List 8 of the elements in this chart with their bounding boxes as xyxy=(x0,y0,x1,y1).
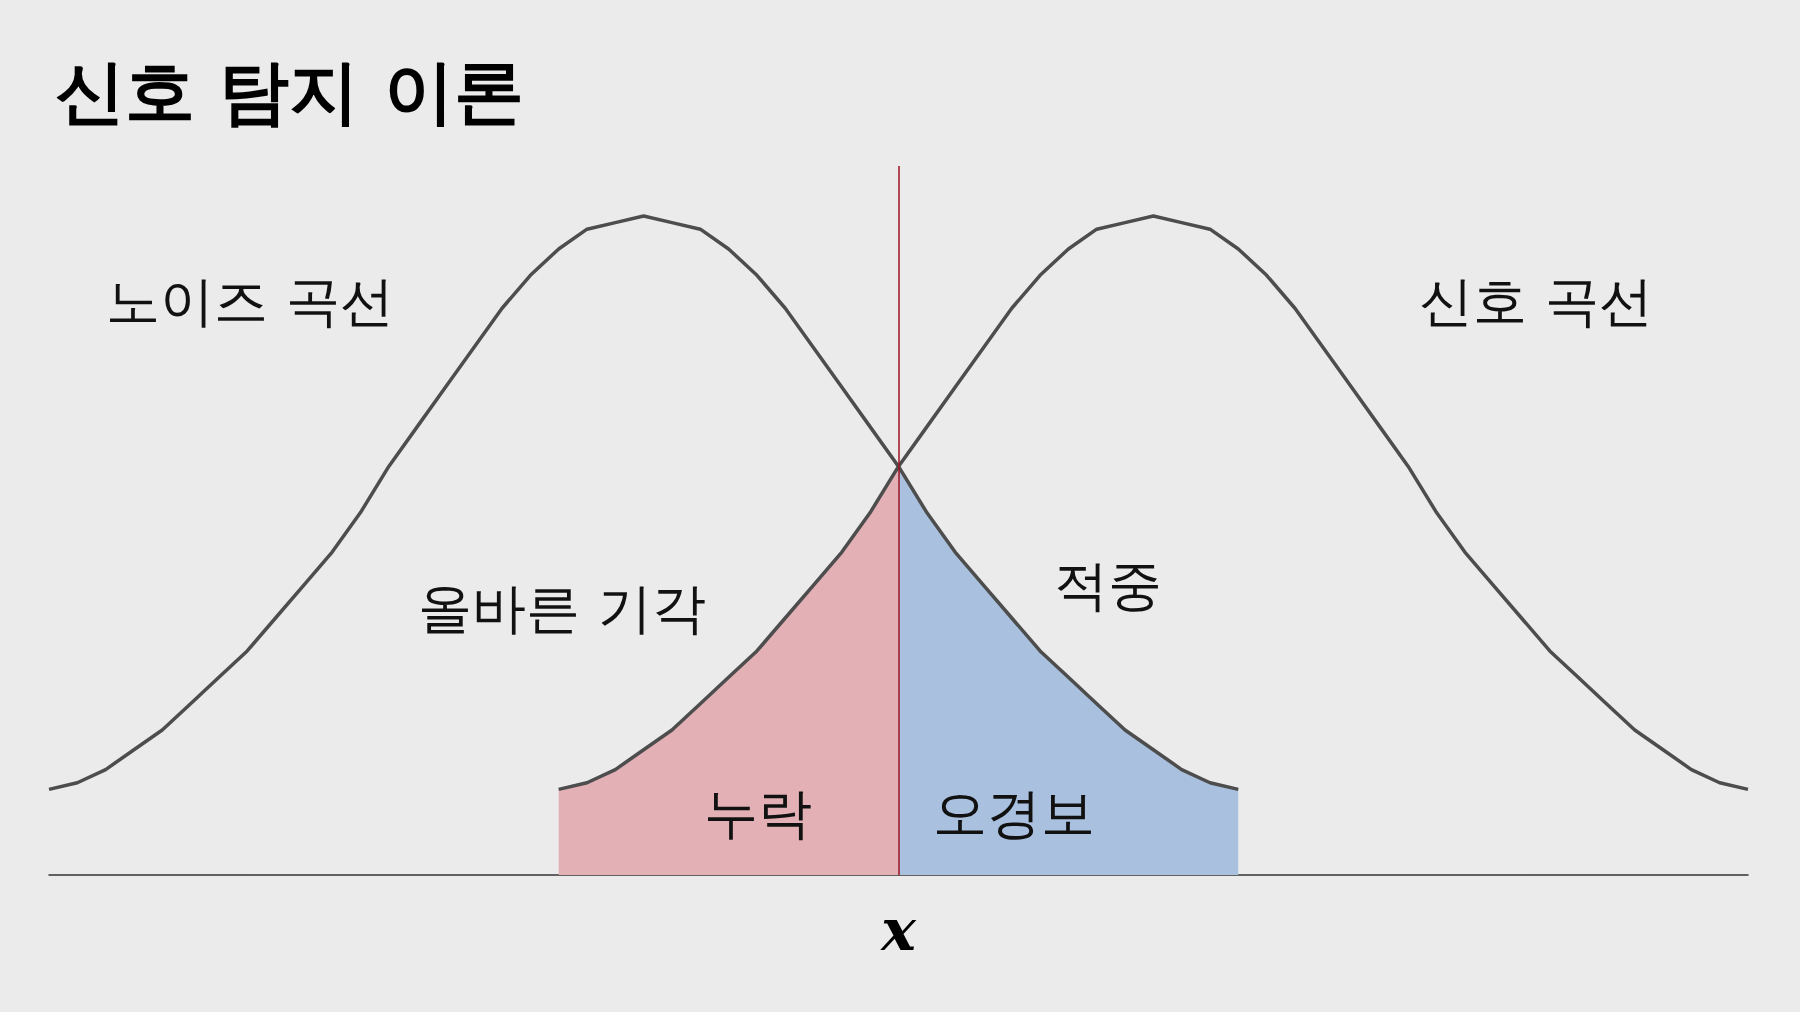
series-label: 신호 곡선 xyxy=(1419,269,1653,333)
series-label: 노이즈 곡선 xyxy=(106,269,394,333)
chart-title: 신호 탐지 이론 xyxy=(55,51,524,133)
text: x xyxy=(881,896,916,964)
series-label: 오경보 xyxy=(933,781,1095,845)
annotation: 올바른 기각 xyxy=(418,576,706,640)
series-label: 누락 xyxy=(704,781,812,845)
annotation: 적중 xyxy=(1054,553,1162,617)
